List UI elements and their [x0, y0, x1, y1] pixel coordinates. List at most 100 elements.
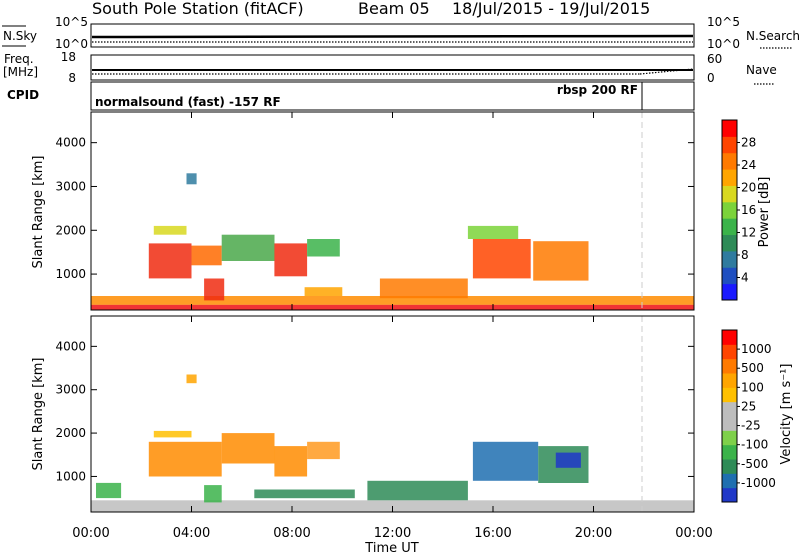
nsky-tick-top: 10^5 [55, 15, 88, 29]
y-tick-label: 2000 [55, 223, 86, 237]
power-colorbar: 4 8 12 16 20 24 28 [721, 119, 756, 301]
power-echo-region [379, 278, 468, 299]
colorbar-tick-label: 12 [741, 226, 756, 240]
y-tick-label: 3000 [55, 179, 86, 193]
power-echo-region [304, 287, 343, 296]
velocity-echo-region [96, 482, 122, 499]
station-title: South Pole Station (fitACF) [92, 0, 304, 18]
colorbar-swatch [722, 387, 737, 403]
velocity-y-axis: 1000 2000 3000 4000 [55, 339, 694, 483]
power-colorbar-label: Power [dB] [757, 177, 772, 248]
nsky-panel: N.Sky 10^5 10^0 10^5 10^0 N.Search [2, 15, 800, 51]
velocity-echo-region [204, 485, 222, 503]
nave-tick-top: 60 [707, 52, 722, 66]
nsearch-tick-top: 10^5 [707, 15, 740, 29]
velocity-echo-region [367, 480, 468, 501]
colorbar-swatch [722, 218, 737, 236]
velocity-echo-region [555, 452, 581, 468]
time-axis-label: Time UT [364, 541, 418, 554]
colorbar-swatch [722, 185, 737, 203]
power-y-axis: 1000 2000 3000 4000 [55, 136, 694, 281]
power-echo-region [204, 278, 225, 301]
y-tick-label: 1000 [55, 469, 86, 483]
colorbar-swatch [722, 120, 737, 137]
cpid-panel: CPID normalsound (fast) -157 RF rbsp 200… [7, 81, 695, 111]
power-ylabel: Slant Range [km] [31, 156, 46, 269]
velocity-colorbar: 1000 500 100 25 -25 -100 -500 -1000 [721, 329, 776, 503]
power-echo-region [467, 225, 519, 239]
velocity-colorbar-label: Velocity [m s⁻¹] [779, 364, 794, 465]
velocity-echo-region [472, 441, 539, 481]
colorbar-swatch [722, 283, 737, 301]
colorbar-tick-label: 100 [741, 380, 764, 394]
colorbar-tick-label: 28 [741, 136, 756, 150]
y-tick-label: 1000 [55, 267, 86, 281]
colorbar-tick-label: 24 [741, 158, 756, 172]
x-tick-label: 20:00 [575, 526, 612, 541]
velocity-panel: 1000 2000 3000 4000 Slant Range [km] [31, 315, 695, 513]
power-echo-region [186, 173, 197, 185]
colorbar-swatch [722, 487, 737, 503]
colorbar-swatch [722, 416, 737, 431]
velocity-echo-region [148, 441, 222, 477]
colorbar-swatch [722, 169, 737, 186]
colorbar-tick-label: -100 [741, 438, 768, 452]
freq-panel: Freq. [MHz] 18 8 60 0 Nave [3, 50, 777, 85]
freq-tick-bottom: 8 [68, 71, 76, 85]
colorbar-swatch [722, 401, 737, 417]
freq-unit: [MHz] [3, 65, 38, 79]
nsearch-label: N.Search [746, 29, 800, 43]
colorbar-swatch [722, 444, 737, 460]
power-panel: 1000 2000 3000 4000 Slant Range [km] [31, 111, 695, 311]
colorbar-tick-label: 1000 [741, 342, 772, 356]
power-echo-region [307, 239, 340, 257]
colorbar-tick-label: -1000 [741, 476, 776, 490]
x-tick-label: 04:00 [173, 526, 210, 541]
power-echo-region [91, 296, 694, 305]
cpid-label: CPID [7, 88, 39, 102]
colorbar-swatch [722, 358, 737, 374]
date-range: 18/Jul/2015 - 19/Jul/2015 [452, 0, 650, 18]
colorbar-swatch [722, 330, 737, 345]
y-tick-label: 3000 [55, 383, 86, 397]
velocity-echo-region [221, 433, 275, 464]
nsky-tick-bottom: 10^0 [55, 37, 88, 51]
colorbar-swatch [722, 373, 737, 388]
colorbar-tick-label: -25 [741, 419, 761, 433]
y-tick-label: 4000 [55, 136, 86, 150]
colorbar-tick-label: 500 [741, 361, 764, 375]
power-echo-region [191, 245, 222, 266]
x-tick-label: 00:00 [675, 526, 712, 541]
colorbar-swatch [722, 250, 737, 268]
colorbar-swatch [722, 234, 737, 252]
colorbar-tick-label: 16 [741, 203, 756, 217]
nave-label: Nave [746, 63, 777, 77]
freq-label: Freq. [4, 52, 34, 66]
colorbar-swatch [722, 136, 737, 154]
beam-label: Beam 05 [358, 0, 430, 18]
power-echo-region [274, 243, 308, 277]
y-tick-label: 4000 [55, 339, 86, 353]
velocity-echo-region [254, 489, 355, 499]
colorbar-swatch [722, 201, 737, 219]
x-tick-label: 16:00 [474, 526, 511, 541]
colorbar-tick-label: 4 [741, 271, 749, 285]
nsearch-tick-bottom: 10^0 [707, 37, 740, 51]
colorbar-tick-label: 8 [741, 248, 749, 262]
colorbar-tick-label: -500 [741, 457, 768, 471]
power-echo-region [153, 225, 187, 235]
velocity-echo-region [153, 430, 192, 438]
colorbar-swatch [722, 459, 737, 474]
time-x-axis: 00:00 04:00 08:00 12:00 16:00 20:00 00:00 [72, 112, 713, 541]
x-tick-label: 00:00 [72, 526, 109, 541]
power-echo-region [472, 239, 531, 279]
x-tick-label: 08:00 [273, 526, 310, 541]
colorbar-tick-label: 20 [741, 181, 756, 195]
x-tick-label: 12:00 [374, 526, 411, 541]
power-echo-region [533, 241, 589, 281]
colorbar-swatch [722, 473, 737, 489]
colorbar-swatch [722, 152, 737, 170]
velocity-echo-region [307, 441, 340, 460]
y-tick-label: 2000 [55, 426, 86, 440]
